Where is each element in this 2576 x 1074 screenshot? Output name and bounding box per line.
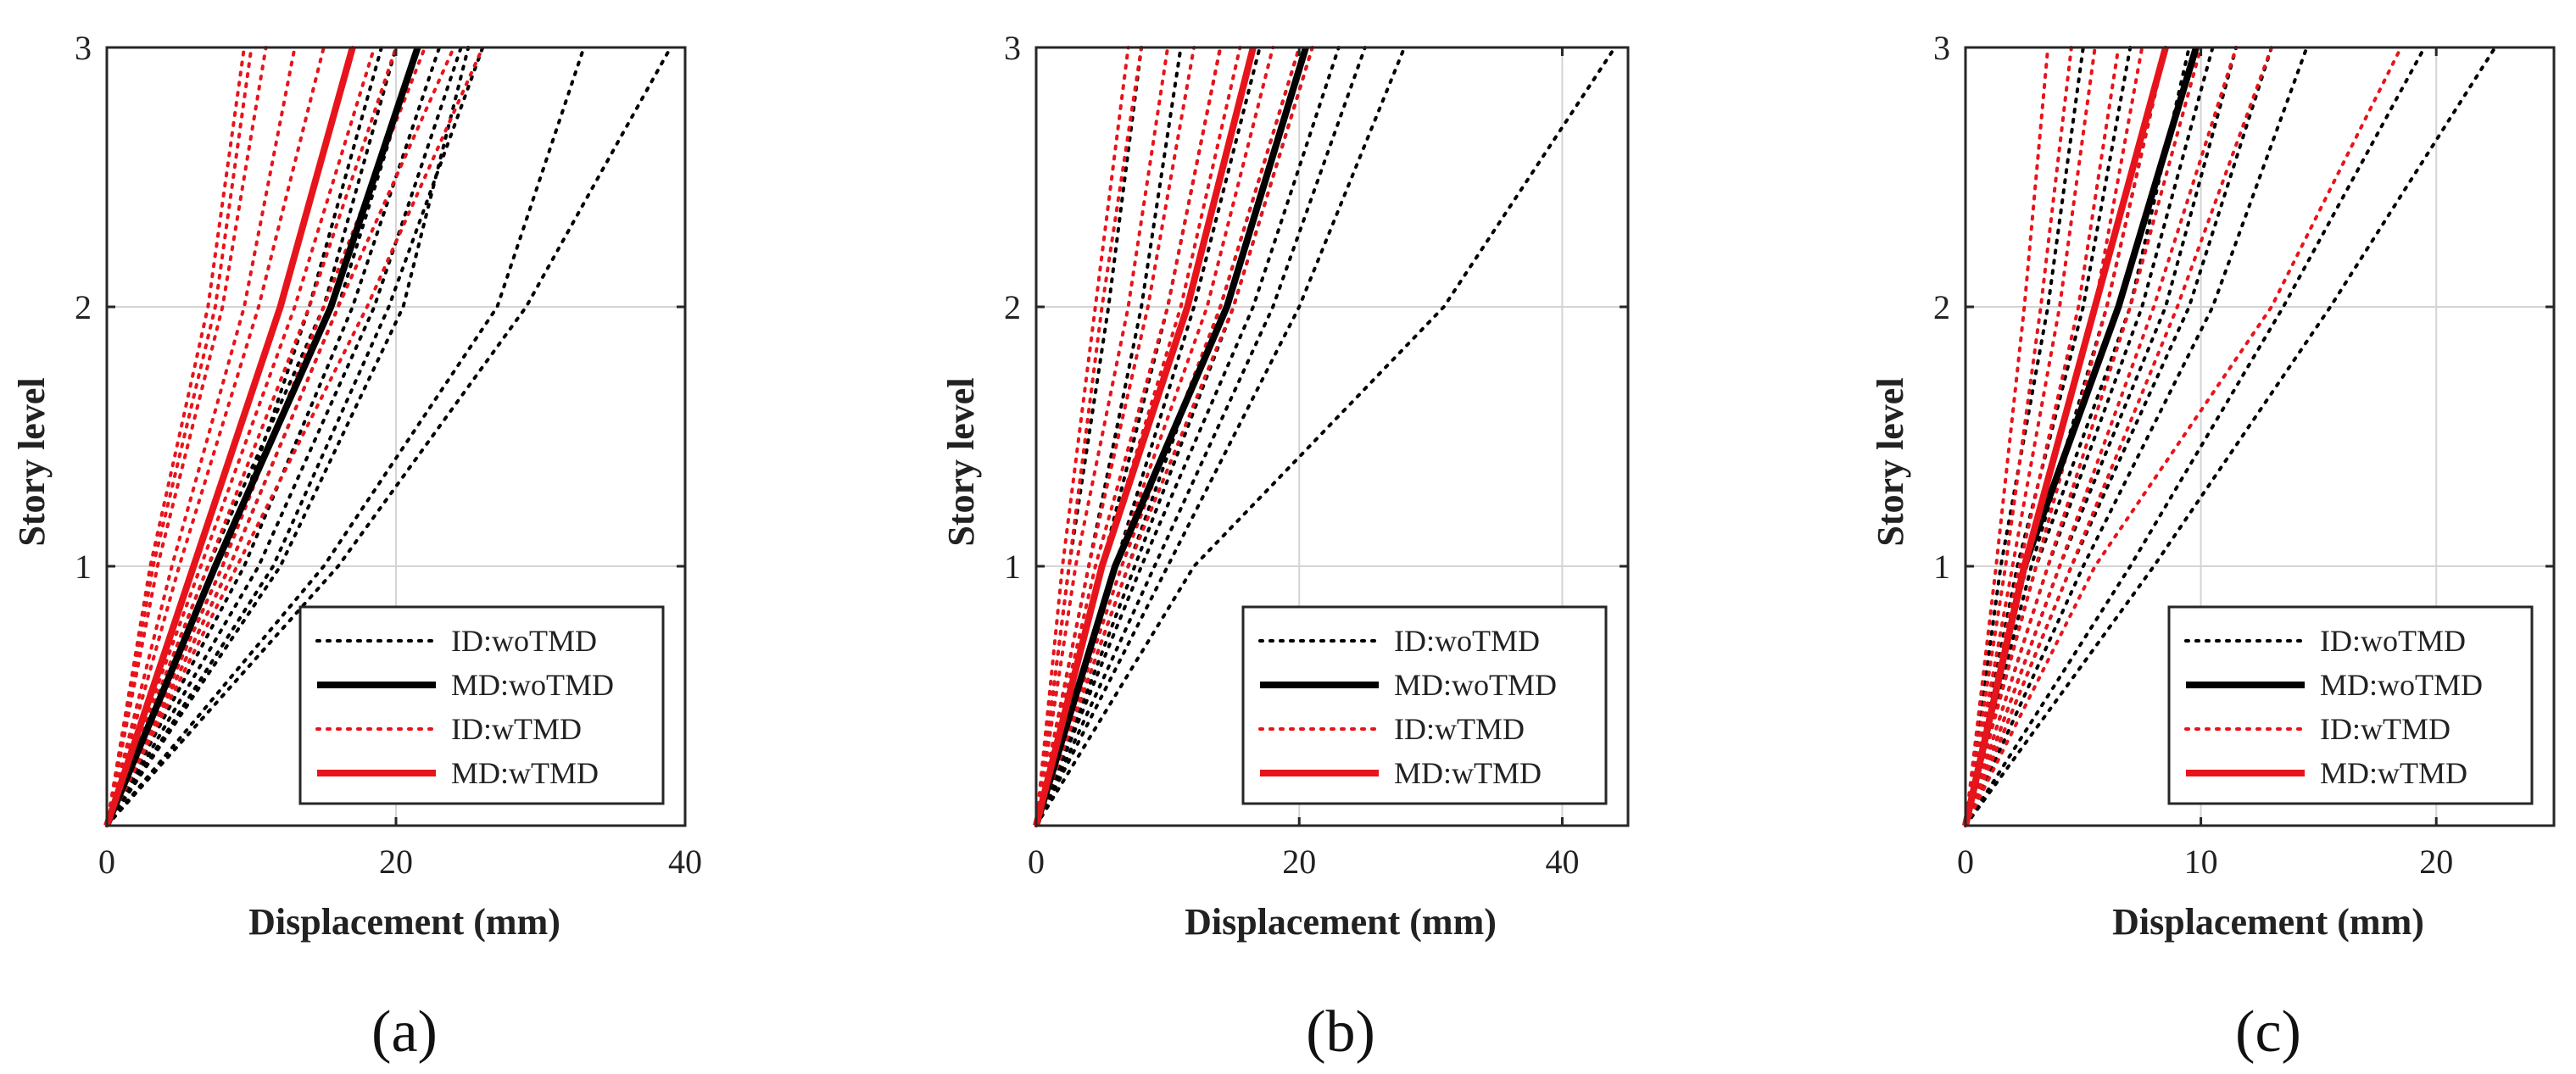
x-tick-label: 20 bbox=[379, 843, 413, 881]
series-line-id-wtmd bbox=[1034, 46, 1130, 827]
x-tick-label: 40 bbox=[1545, 843, 1579, 881]
x-tick-label: 20 bbox=[1282, 843, 1316, 881]
series-line-id-wtmd bbox=[105, 46, 485, 827]
series-line-id-wotmd bbox=[1034, 46, 1407, 827]
series-line-id-wotmd bbox=[1034, 46, 1617, 827]
series-line-id-wotmd bbox=[105, 46, 471, 827]
x-tick-label: 0 bbox=[1028, 843, 1045, 881]
series-line-md-wtmd bbox=[1033, 47, 1257, 826]
series-line-id-wtmd bbox=[105, 46, 297, 827]
series-line-id-wotmd bbox=[1964, 46, 2273, 827]
y-tick-label: 2 bbox=[75, 288, 92, 326]
series-line-id-wtmd bbox=[1034, 46, 1170, 827]
x-tick-label: 40 bbox=[668, 843, 702, 881]
legend-label: MD:wTMD bbox=[2320, 756, 2467, 790]
legend-label: ID:wTMD bbox=[1394, 712, 1525, 746]
y-axis-label: Story level bbox=[1870, 377, 1911, 546]
y-tick-label: 1 bbox=[1004, 548, 1021, 586]
series-line-id-wotmd bbox=[1964, 46, 2085, 827]
legend-label: ID:wTMD bbox=[451, 712, 582, 746]
x-tick-label: 10 bbox=[2184, 843, 2218, 881]
series-line-id-wotmd bbox=[1964, 46, 2497, 827]
y-tick-label: 2 bbox=[1004, 288, 1021, 326]
series-line-id-wtmd bbox=[105, 46, 456, 827]
series-line-id-wotmd bbox=[1964, 46, 2239, 827]
series-line-id-wotmd bbox=[105, 46, 485, 827]
series-line-id-wtmd bbox=[1034, 46, 1196, 827]
panel-3: 0 10 20 1 2 3 Displacement (mm) Story level ID:w… bbox=[1870, 29, 2556, 1065]
series-line-id-wtmd bbox=[1964, 46, 2167, 827]
series-line-id-wtmd bbox=[105, 46, 326, 827]
y-tick-label: 3 bbox=[1004, 29, 1021, 67]
series-line-id-wtmd bbox=[1964, 46, 2050, 827]
x-axis-label: Displacement (mm) bbox=[248, 901, 560, 943]
series-line-id-wotmd bbox=[105, 46, 586, 827]
x-axis-label: Displacement (mm) bbox=[1185, 901, 1497, 943]
series-line-id-wtmd bbox=[1964, 46, 2203, 827]
legend-label: MD:wTMD bbox=[451, 756, 599, 790]
series-line-id-wtmd bbox=[105, 46, 268, 827]
series-line-id-wotmd bbox=[1964, 46, 2427, 827]
series-line-id-wtmd bbox=[1034, 46, 1314, 827]
y-axis-label: Story level bbox=[940, 377, 982, 546]
legend-label: ID:woTMD bbox=[1394, 624, 1540, 658]
series-line-id-wtmd bbox=[1964, 46, 2097, 827]
y-tick-label: 3 bbox=[75, 29, 92, 67]
legend: ID:woTMD MD:woTMD ID:wTMD MD:wTMD bbox=[298, 605, 665, 805]
series-line-id-wtmd bbox=[1034, 46, 1144, 827]
series-line-id-wtmd bbox=[1964, 46, 2403, 827]
y-tick-label: 1 bbox=[75, 548, 92, 586]
x-tick-label: 20 bbox=[2419, 843, 2453, 881]
series-line-id-wotmd bbox=[105, 46, 442, 827]
series-line-id-wotmd bbox=[105, 46, 463, 827]
x-tick-label: 0 bbox=[1957, 843, 1974, 881]
legend-label: MD:woTMD bbox=[1394, 668, 1557, 702]
panel-1: 0 20 40 1 2 3 Displacement (mm) Story level ID:w… bbox=[11, 29, 702, 1065]
x-axis-label: Displacement (mm) bbox=[2112, 901, 2424, 943]
series-line-id-wotmd bbox=[1034, 46, 1341, 827]
legend-label: MD:wTMD bbox=[1394, 756, 1542, 790]
axes-frame bbox=[1964, 46, 2556, 827]
series-line-md-wotmd bbox=[1033, 46, 1309, 827]
axes-frame bbox=[1034, 46, 1630, 827]
x-tick-label: 0 bbox=[98, 843, 115, 881]
panel-2: 0 20 40 1 2 3 Displacement (mm) Story level ID:w… bbox=[940, 29, 1630, 1065]
series-line-id-wotmd bbox=[1964, 46, 2309, 827]
legend-label: MD:woTMD bbox=[451, 668, 614, 702]
legend-label: ID:wTMD bbox=[2320, 712, 2451, 746]
panel-label: (b) bbox=[1306, 999, 1375, 1065]
legend-label: ID:woTMD bbox=[451, 624, 597, 658]
series-line-md-wotmd bbox=[103, 46, 421, 827]
series-line-id-wtmd bbox=[105, 46, 254, 827]
series-line-id-wtmd bbox=[1964, 46, 2273, 827]
series-line-md-wtmd bbox=[103, 46, 356, 827]
legend: ID:woTMD MD:woTMD ID:wTMD MD:wTMD bbox=[1241, 605, 1608, 805]
y-tick-label: 1 bbox=[1933, 548, 1950, 586]
y-tick-label: 2 bbox=[1933, 288, 1950, 326]
series-line-md-wtmd bbox=[1962, 46, 2169, 826]
series-line-id-wtmd bbox=[1964, 46, 2073, 827]
legend-label: MD:woTMD bbox=[2320, 668, 2483, 702]
panel-label: (a) bbox=[371, 999, 438, 1065]
y-axis-label: Story level bbox=[11, 377, 53, 546]
series-line-id-wotmd bbox=[1034, 46, 1367, 827]
series-line-id-wtmd bbox=[105, 46, 398, 827]
legend-label: ID:woTMD bbox=[2320, 624, 2466, 658]
y-tick-label: 3 bbox=[1933, 29, 1950, 67]
panel-label: (c) bbox=[2235, 999, 2301, 1065]
legend: ID:woTMD MD:woTMD ID:wTMD MD:wTMD bbox=[2167, 605, 2534, 805]
series-line-id-wotmd bbox=[105, 46, 672, 827]
